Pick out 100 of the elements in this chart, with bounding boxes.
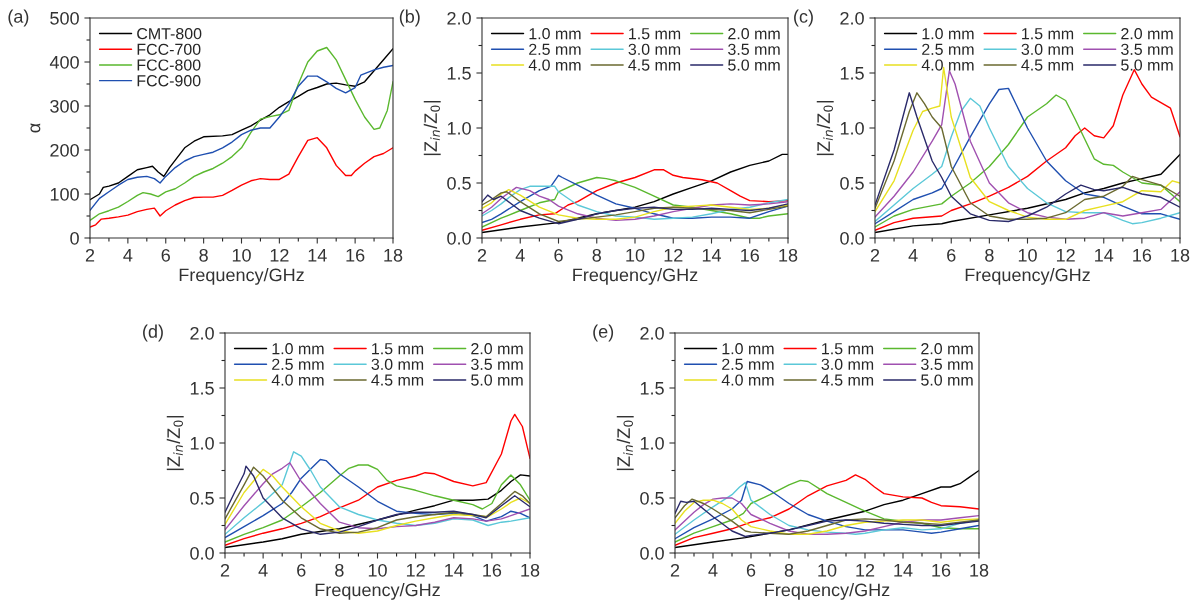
legend-label: 2.0 mm [471, 343, 523, 355]
y-tick-label: 2.0 [840, 11, 864, 25]
x-tick-label: 16 [932, 563, 951, 577]
x-axis-title: Frequency/GHz [179, 268, 304, 285]
legend-label: 4.5 mm [1021, 59, 1074, 71]
chart-title: (a) [8, 9, 29, 27]
y-tick-label: 1.5 [447, 67, 471, 80]
x-tick-label: 8 [335, 563, 344, 577]
x-tick-label: 4 [258, 564, 268, 577]
y-tick-label: 0.5 [447, 176, 471, 190]
x-tick-label: 18 [521, 563, 540, 577]
x-tick-label: 4 [123, 249, 133, 262]
x-axis-title: Frequency/GHz [315, 583, 440, 600]
y-tick-label: 300 [50, 99, 79, 113]
legend-label: 1.0 mm [529, 28, 581, 40]
legend-label: 1.0 mm [272, 343, 324, 355]
y-tick-label: 0.5 [640, 491, 664, 505]
x-tick-label: 16 [483, 563, 502, 577]
y-axis-title: |Z$_{in}$/Z$_{0}$| [166, 415, 184, 471]
legend-label: 4.0 mm [528, 59, 581, 71]
x-tick-label: 12 [664, 248, 683, 262]
x-tick-label: 18 [779, 248, 798, 262]
x-tick-label: 4 [515, 249, 525, 262]
y-tick-label: 0.0 [190, 546, 214, 560]
x-tick-label: 2 [670, 563, 680, 577]
chart-title: (b) [399, 9, 420, 27]
legend-label: 3.0 mm [821, 358, 874, 370]
legend-label: 2.0 mm [1121, 28, 1173, 40]
legend-label: 3.0 mm [628, 43, 681, 55]
x-tick-label: 18 [384, 248, 403, 262]
y-tick-label: 400 [49, 55, 79, 69]
legend-label: 4.0 mm [721, 374, 774, 386]
legend-label: 2.5 mm [722, 358, 774, 370]
legend-label: CMT-800 [137, 28, 202, 40]
legend-label: 1.5 mm [1022, 28, 1074, 40]
legend-label: 2.5 mm [922, 43, 974, 55]
legend-label: 3.0 mm [371, 358, 424, 370]
x-tick-label: 6 [297, 563, 306, 577]
x-axis-title: Frequency/GHz [965, 268, 1090, 285]
x-tick-label: 14 [1095, 249, 1114, 262]
legend-label: FCC-800 [137, 59, 201, 71]
legend-label: 4.0 mm [921, 59, 974, 71]
y-tick-label: 1.0 [840, 121, 864, 135]
x-tick-label: 8 [592, 248, 601, 262]
x-tick-label: 2 [477, 248, 487, 262]
x-tick-label: 14 [308, 249, 327, 262]
x-tick-label: 10 [626, 248, 645, 262]
y-tick-label: 2.0 [447, 11, 471, 25]
x-tick-label: 14 [445, 564, 464, 577]
x-tick-label: 14 [702, 249, 722, 262]
x-tick-label: 10 [368, 563, 387, 577]
legend-label: 3.5 mm [471, 358, 523, 370]
legend-label: 4.5 mm [371, 374, 424, 386]
legend-label: 1.0 mm [922, 28, 974, 40]
legend-label: 1.5 mm [629, 28, 681, 40]
x-tick-label: 6 [746, 563, 756, 577]
x-tick-label: 2 [870, 248, 880, 262]
y-tick-label: 1.5 [840, 67, 864, 80]
x-tick-label: 4 [908, 249, 918, 262]
legend-label: 5.0 mm [471, 374, 523, 386]
legend-label: 3.5 mm [1121, 43, 1173, 55]
x-tick-label: 8 [784, 563, 794, 577]
x-tick-label: 16 [346, 248, 365, 262]
x-tick-label: 10 [818, 563, 837, 577]
y-tick-label: 0.5 [840, 176, 864, 190]
legend-label: 3.5 mm [728, 43, 780, 55]
legend-label: FCC-700 [137, 43, 201, 55]
y-tick-label: 2.0 [640, 326, 664, 340]
x-tick-label: 10 [232, 248, 251, 262]
x-tick-label: 6 [947, 248, 956, 262]
y-axis-title: |Z$_{in}$/Z$_{0}$| [423, 100, 441, 156]
x-tick-label: 6 [161, 248, 170, 262]
line-series [90, 136, 393, 228]
x-tick-label: 2 [220, 563, 230, 577]
x-tick-label: 12 [270, 248, 289, 262]
legend-label: 3.0 mm [1021, 43, 1074, 55]
x-tick-label: 2 [85, 248, 95, 262]
y-tick-label: 1.5 [190, 382, 214, 395]
y-tick-label: 0.0 [447, 231, 471, 245]
legend-label: FCC-900 [137, 75, 201, 87]
y-axis-title: |Z$_{in}$/Z$_{0}$| [616, 415, 634, 471]
y-tick-label: 100 [50, 187, 79, 201]
x-tick-label: 12 [406, 563, 425, 577]
line-series [482, 169, 788, 231]
legend-label: 4.5 mm [821, 374, 874, 386]
legend-label: 2.0 mm [728, 28, 780, 40]
legend-label: 5.0 mm [921, 374, 973, 386]
chart-title: (c) [794, 9, 813, 27]
y-axis-title: |Z$_{in}$/Z$_{0}$| [816, 100, 834, 156]
legend-label: 5.0 mm [728, 59, 780, 71]
legend-label: 4.5 mm [628, 59, 681, 71]
legend-label: 2.5 mm [272, 358, 324, 370]
x-axis-title: Frequency/GHz [573, 268, 698, 285]
x-tick-label: 12 [1056, 248, 1075, 262]
legend-label: 5.0 mm [1121, 59, 1173, 71]
y-tick-label: 0.0 [840, 231, 864, 245]
y-tick-label: 1.0 [640, 436, 664, 450]
legend-label: 3.5 mm [921, 358, 973, 370]
y-tick-label: 0.0 [640, 546, 664, 560]
y-tick-label: 200 [50, 143, 79, 157]
